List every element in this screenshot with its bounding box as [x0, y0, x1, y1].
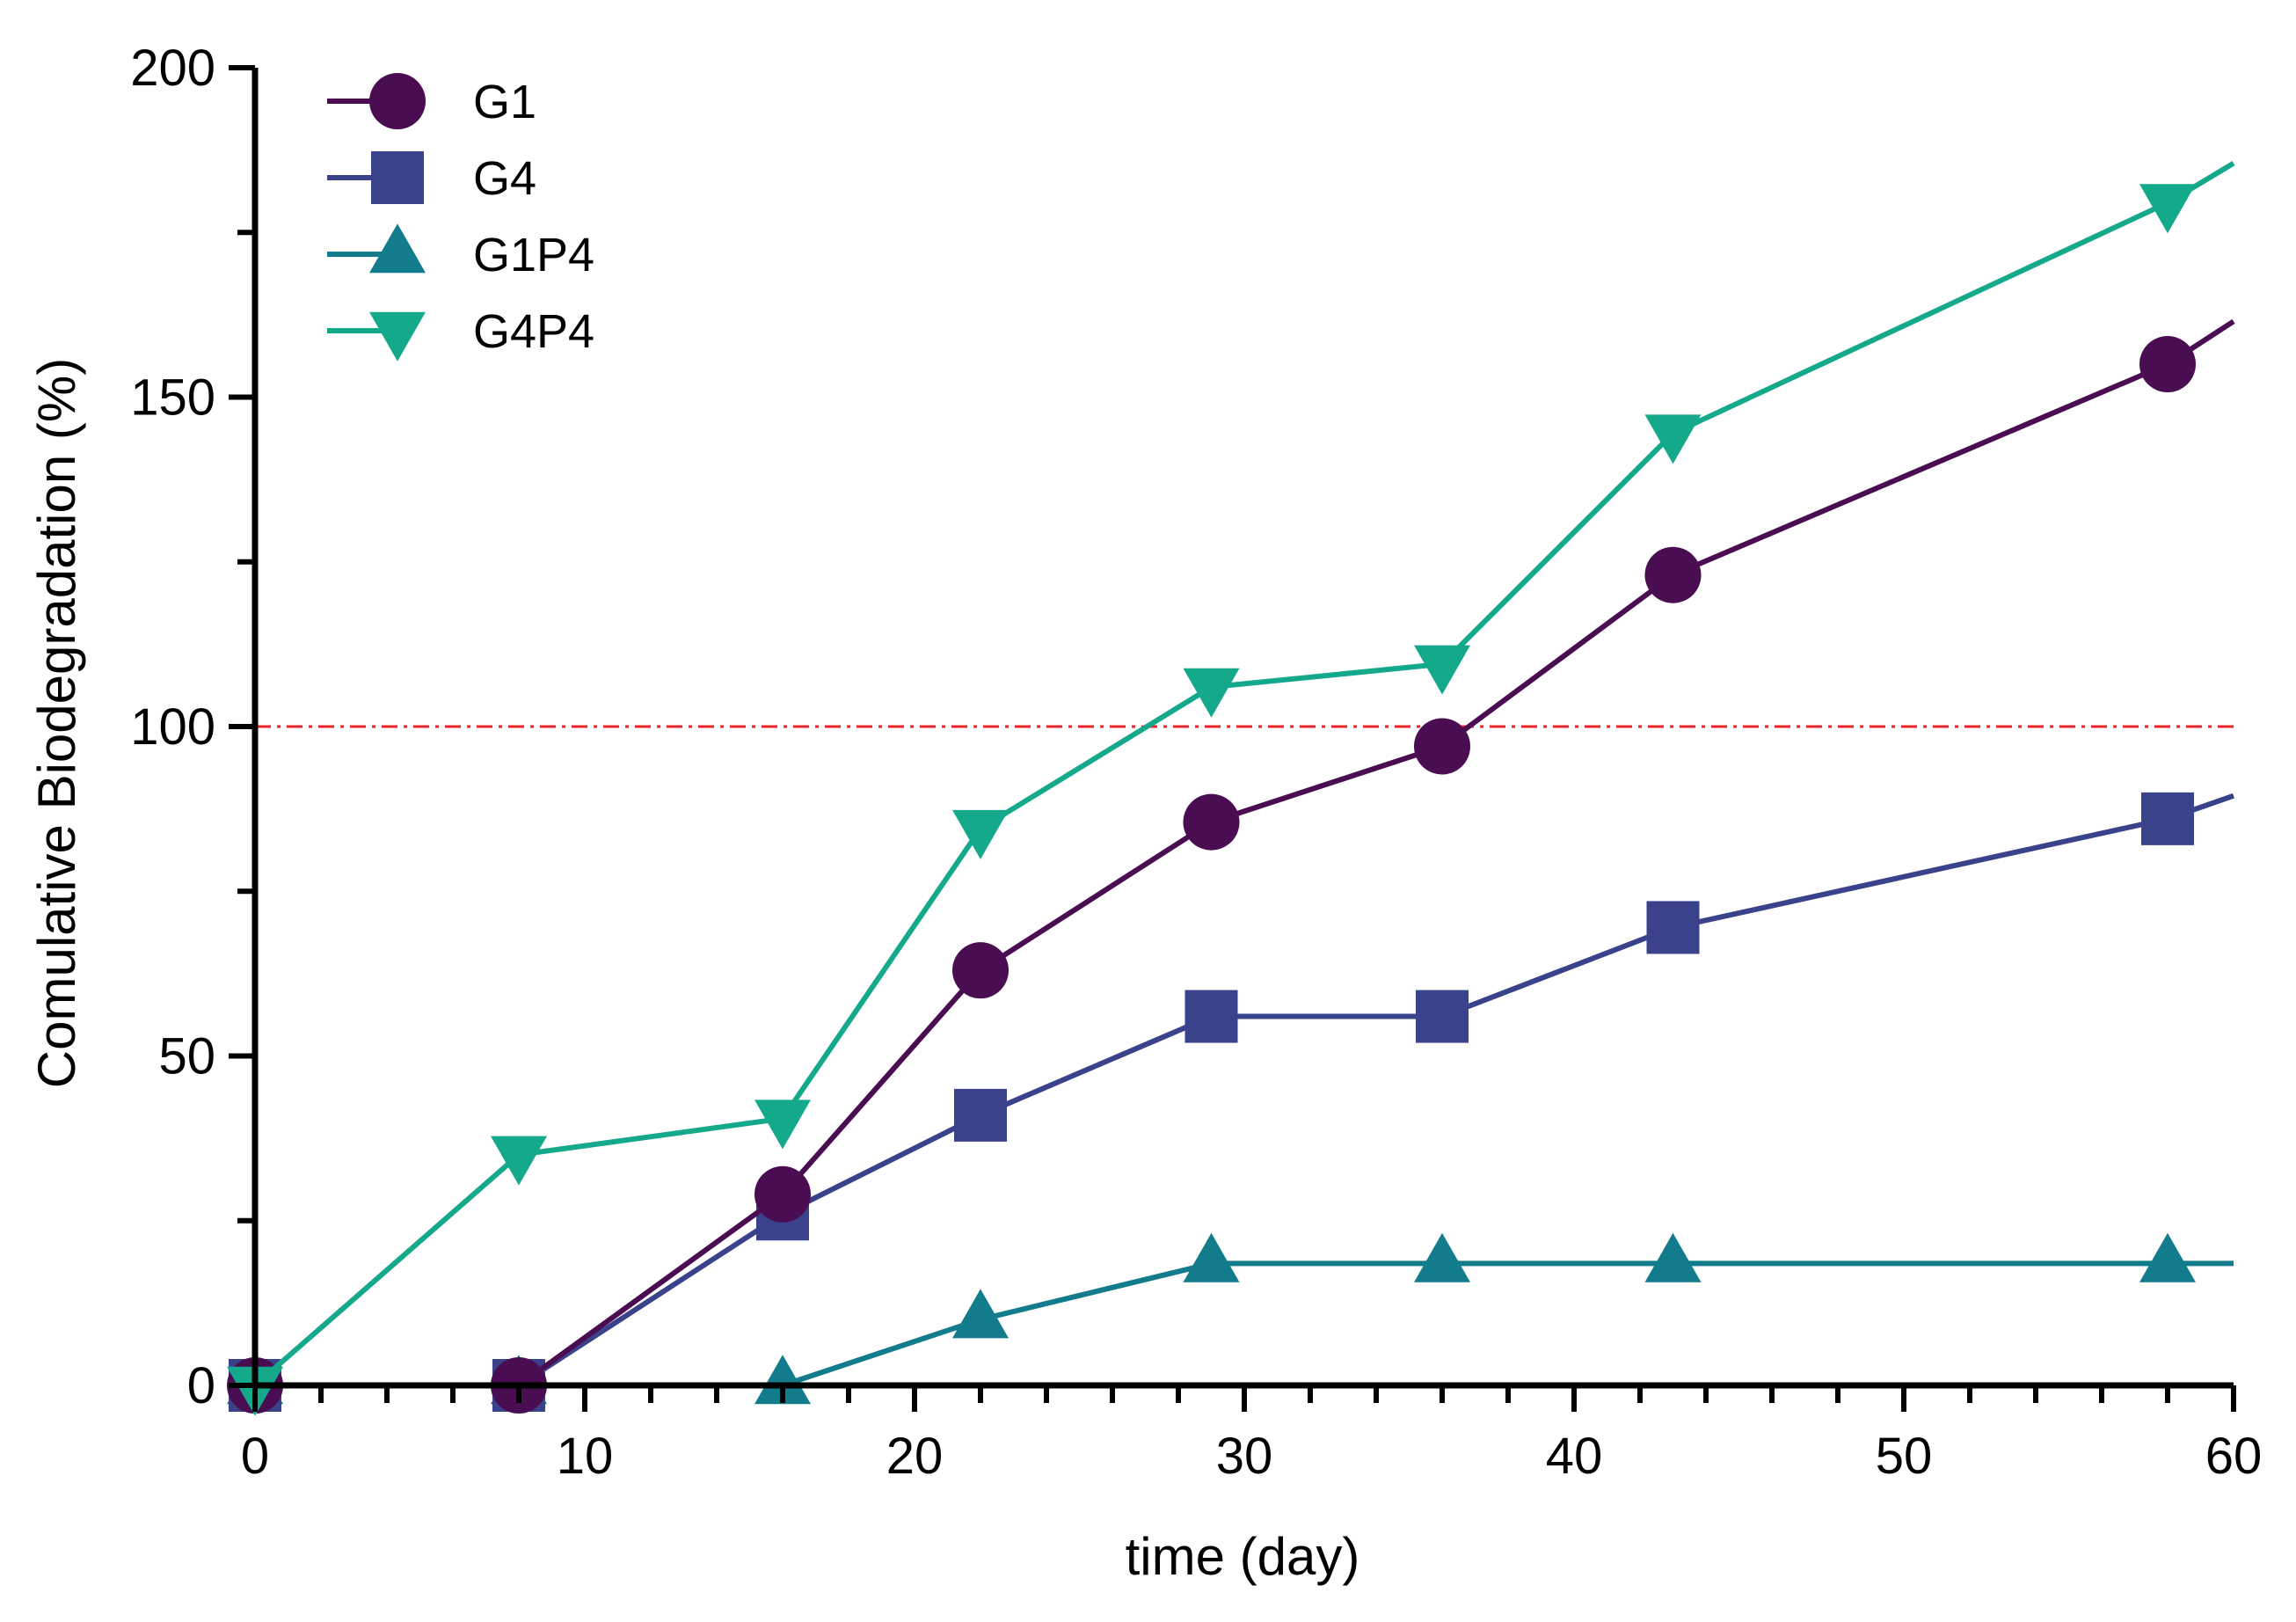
- x-axis-title: time (day): [1126, 1527, 1360, 1586]
- data-point-g1p4: [754, 1355, 811, 1405]
- x-tick-label: 0: [241, 1428, 269, 1485]
- legend-marker: [371, 151, 424, 204]
- y-tick-label: 100: [130, 698, 215, 756]
- data-point-g4p4: [952, 809, 1009, 859]
- legend-marker: [369, 311, 426, 362]
- legend-label: G1P4: [473, 229, 594, 281]
- data-point-g1: [1644, 546, 1702, 603]
- x-tick-label: 30: [1216, 1428, 1273, 1485]
- data-point-g4: [954, 1088, 1007, 1142]
- y-tick-label: 150: [130, 369, 215, 427]
- series-line-g4: [255, 793, 2234, 1388]
- y-tick-label: 0: [187, 1357, 215, 1414]
- data-point-g4: [2141, 792, 2194, 845]
- series-line-g1: [255, 318, 2235, 1388]
- x-tick-label: 50: [1876, 1428, 1933, 1485]
- data-point-g1p4: [1183, 1232, 1240, 1282]
- axes: time (day) Comulative Biodegradation (%)…: [27, 40, 2262, 1586]
- data-point-g1p4: [1644, 1232, 1702, 1282]
- x-tick-label: 20: [886, 1428, 944, 1485]
- data-point-g4: [1184, 990, 1238, 1043]
- legend-item-g1: G1: [327, 73, 536, 129]
- data-point-g1: [1183, 793, 1240, 851]
- y-tick-label: 200: [130, 40, 215, 97]
- data-point-g4p4: [1414, 645, 1470, 695]
- data-point-g4p4: [2139, 184, 2196, 234]
- legend-label: G1: [473, 76, 536, 128]
- data-point-g1p4: [952, 1289, 1009, 1339]
- series-g1: [227, 318, 2235, 1414]
- data-point-g4: [1646, 901, 1700, 954]
- data-point-g4p4: [754, 1100, 811, 1150]
- legend-item-g4: G4: [327, 151, 536, 205]
- legend-item-g1p4: G1P4: [327, 223, 594, 281]
- x-tick-label: 40: [1546, 1428, 1603, 1485]
- legend-item-g4p4: G4P4: [327, 305, 594, 362]
- legend: G1 G4 G1P4 G4P4: [327, 73, 594, 362]
- x-tick-label: 10: [557, 1428, 614, 1485]
- data-point-g1: [754, 1165, 811, 1223]
- x-tick-label: 60: [2205, 1428, 2263, 1485]
- legend-marker: [369, 223, 426, 274]
- y-tick-label: 50: [158, 1028, 215, 1085]
- data-point-g1: [1414, 718, 1470, 775]
- data-point-g4p4: [1644, 414, 1702, 464]
- legend-marker: [369, 73, 426, 129]
- data-point-g1: [952, 942, 1009, 999]
- data-point-g4: [1416, 990, 1469, 1043]
- data-point-g4p4: [1183, 668, 1240, 718]
- series-g4: [229, 792, 2234, 1412]
- data-point-g4p4: [491, 1136, 547, 1186]
- data-point-g1p4: [1414, 1232, 1470, 1282]
- y-axis-title: Comulative Biodegradation (%): [27, 358, 86, 1088]
- data-point-g1: [2139, 336, 2196, 393]
- legend-label: G4: [473, 152, 536, 205]
- data-point-g1p4: [2139, 1232, 2196, 1282]
- legend-label: G4P4: [473, 305, 594, 358]
